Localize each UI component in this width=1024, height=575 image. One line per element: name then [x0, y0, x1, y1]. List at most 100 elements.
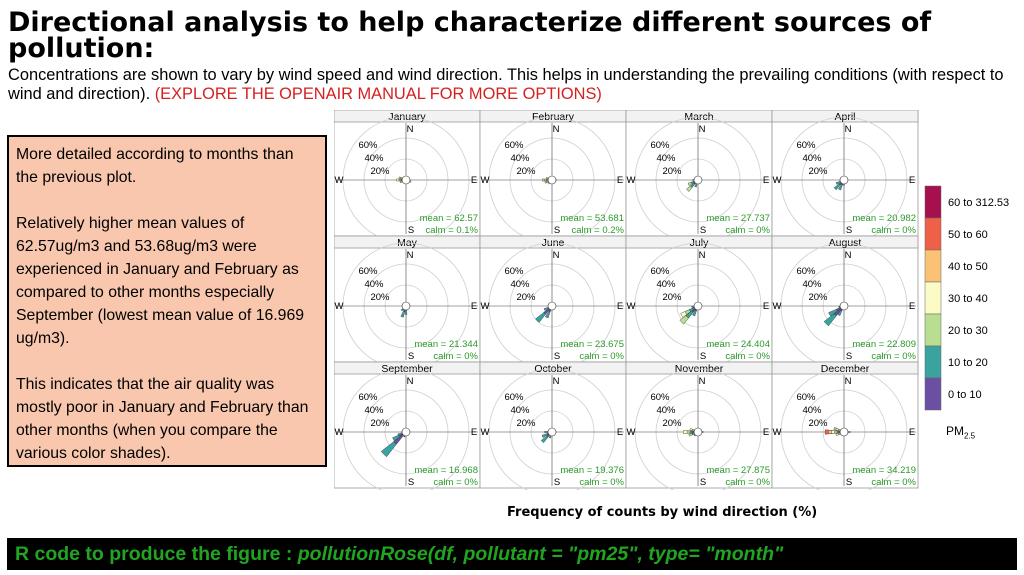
ring-label: 40% — [656, 153, 676, 164]
compass-e: E — [763, 175, 769, 186]
compass-e: E — [471, 427, 477, 438]
panel-mean: mean = 20.982 — [852, 213, 916, 224]
ring-label: 60% — [504, 140, 524, 151]
calm-circle — [547, 301, 557, 311]
x-axis-caption: Frequency of counts by wind direction (%… — [507, 505, 818, 520]
legend-label: 30 to 40 — [948, 293, 988, 305]
ring-label: 20% — [370, 292, 390, 303]
ring-label: 40% — [656, 405, 676, 416]
ring-label: 60% — [796, 392, 816, 403]
panel-mean: mean = 24.404 — [706, 339, 770, 350]
calm-circle — [693, 301, 703, 311]
ring-label: 60% — [504, 392, 524, 403]
ring-label: 20% — [662, 166, 682, 177]
r-code-bar: R code to produce the figure : pollution… — [7, 538, 1017, 570]
ring-label: 40% — [656, 279, 676, 290]
compass-w: W — [627, 427, 636, 438]
ring-label: 20% — [516, 418, 536, 429]
panel-calm: calm = 0% — [433, 477, 478, 488]
panel-frame — [479, 110, 627, 237]
compass-w: W — [481, 175, 490, 186]
ring-label: 60% — [796, 140, 816, 151]
ring-label: 60% — [796, 266, 816, 277]
compass-s: S — [554, 477, 560, 488]
panel-mean: mean = 27.875 — [706, 465, 770, 476]
compass-n: N — [845, 124, 852, 135]
compass-w: W — [335, 427, 344, 438]
note-paragraph-1: More detailed according to months than t… — [16, 146, 294, 186]
calm-circle — [693, 175, 703, 185]
compass-n: N — [553, 376, 560, 387]
legend-title-subscript: 2.5 — [964, 431, 976, 441]
ring-label: 60% — [504, 266, 524, 277]
panel-frame — [479, 235, 627, 363]
calm-circle — [839, 301, 849, 311]
compass-n: N — [699, 250, 706, 261]
pm25-legend: 60 to 312.53 50 to 60 40 to 50 30 to 40 20 t… — [924, 185, 1009, 411]
ring-label: 20% — [808, 418, 828, 429]
compass-e: E — [763, 427, 769, 438]
compass-n: N — [699, 124, 706, 135]
compass-n: N — [845, 250, 852, 261]
panel-strip — [771, 110, 919, 123]
compass-w: W — [481, 301, 490, 312]
panel-mean: mean = 16.968 — [414, 465, 478, 476]
ring-label: 20% — [662, 292, 682, 303]
legend-swatch — [924, 377, 942, 411]
code-command: pollutionRose(df, pollutant = "pm25", ty… — [297, 543, 784, 565]
panel-frame — [771, 361, 919, 489]
compass-n: N — [699, 376, 706, 387]
panel-calm: calm = 0% — [725, 477, 770, 488]
ring-label: 40% — [510, 153, 530, 164]
ring-label: 40% — [510, 405, 530, 416]
legend-label: 60 to 312.53 — [948, 197, 1009, 209]
panel-calm: calm = 0% — [725, 351, 770, 362]
calm-circle — [839, 427, 849, 437]
compass-n: N — [845, 376, 852, 387]
compass-s: S — [408, 225, 414, 236]
compass-n: N — [407, 250, 414, 261]
openair-manual-link[interactable]: (EXPLORE THE OPENAIR MANUAL FOR MORE OPT… — [154, 85, 602, 103]
panel-calm: calm = 0% — [433, 351, 478, 362]
compass-s: S — [408, 477, 414, 488]
ring-label: 40% — [364, 153, 384, 164]
compass-e: E — [471, 175, 477, 186]
panel-mean: mean = 53.681 — [560, 213, 624, 224]
ring-label: 40% — [510, 279, 530, 290]
calm-circle — [547, 175, 557, 185]
ring-label: 20% — [516, 166, 536, 177]
panel-frame — [334, 235, 481, 363]
panel-calm: calm = 0.1% — [425, 225, 478, 236]
panel-calm: calm = 0% — [725, 225, 770, 236]
legend-swatch — [924, 345, 942, 379]
ring-label: 40% — [802, 279, 822, 290]
panel-calm: calm = 0% — [871, 477, 916, 488]
compass-e: E — [909, 175, 915, 186]
compass-e: E — [617, 175, 623, 186]
panel-frame — [771, 235, 919, 363]
compass-s: S — [554, 351, 560, 362]
panel-frame — [479, 361, 627, 489]
ring-label: 20% — [370, 166, 390, 177]
calm-circle — [401, 301, 411, 311]
code-prefix: R code to produce the figure : — [15, 543, 298, 565]
compass-n: N — [407, 376, 414, 387]
panel-frame — [625, 110, 773, 237]
calm-circle — [547, 427, 557, 437]
compass-e: E — [909, 301, 915, 312]
panel-calm: calm = 0.2% — [571, 225, 624, 236]
compass-n: N — [553, 250, 560, 261]
ring-label: 20% — [808, 166, 828, 177]
panel-frame — [334, 110, 481, 237]
compass-s: S — [846, 351, 852, 362]
panel-mean: mean = 27.737 — [706, 213, 770, 224]
ring-label: 40% — [802, 405, 822, 416]
